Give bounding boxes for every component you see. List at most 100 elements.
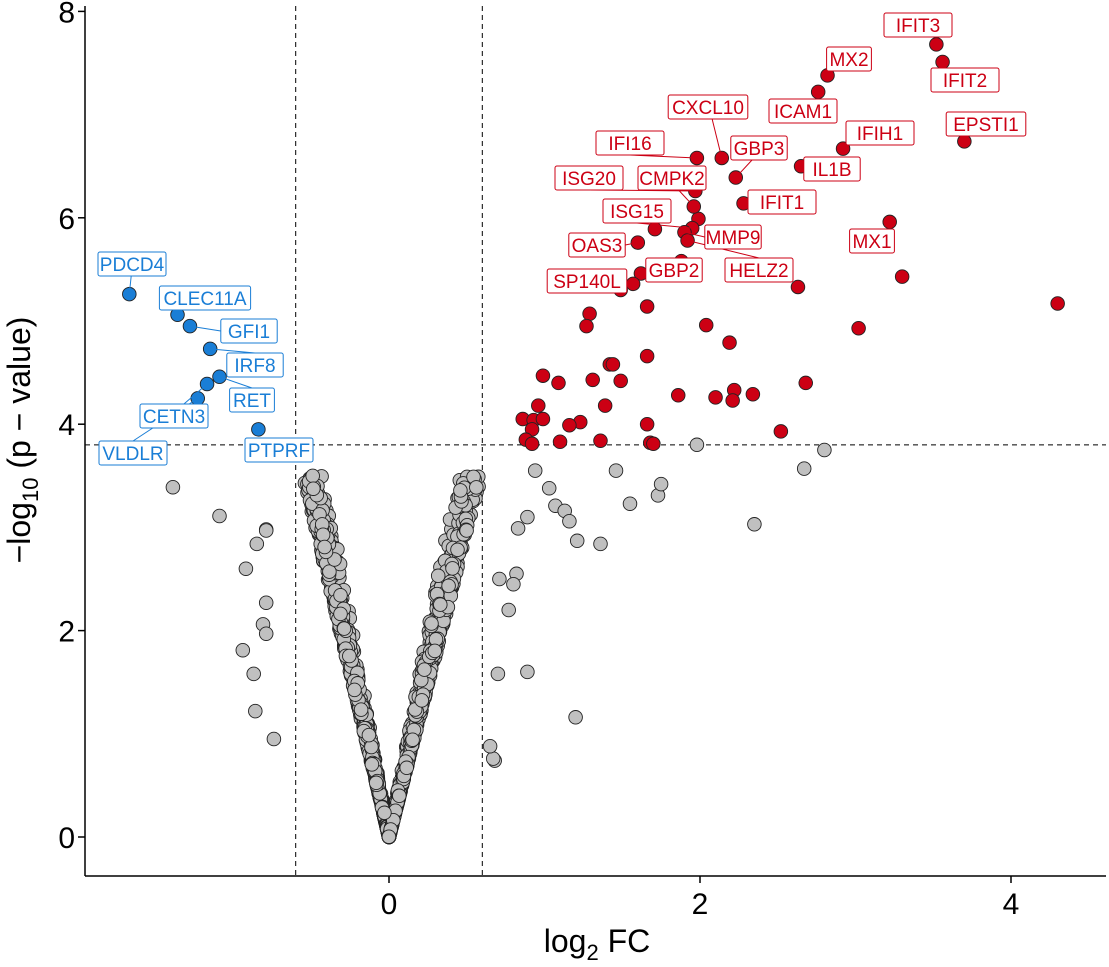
gene-label-gbp2: GBP2 xyxy=(645,257,703,283)
gene-label-text: RET xyxy=(233,391,271,412)
y-axis-title: −log10 (p − value) xyxy=(1,317,43,564)
gene-label-box xyxy=(883,12,953,38)
gene-label-text: IFIT3 xyxy=(896,16,940,37)
gene-label-box xyxy=(226,352,284,378)
up-point xyxy=(535,368,551,383)
y-tick-label: 4 xyxy=(58,409,75,442)
up-point xyxy=(639,299,655,314)
up-point xyxy=(670,388,686,403)
ns-point xyxy=(377,805,392,821)
leader-line xyxy=(636,222,693,229)
y-tick-label: 0 xyxy=(58,822,75,855)
up-point xyxy=(551,375,566,391)
gene-labels: PDCD4 CLEC11A GFI1 IRF8 RET CETN3 VLDLR PTPRF IF… xyxy=(97,12,1027,466)
ns-point xyxy=(306,481,321,496)
gene-label-text: IFIT2 xyxy=(943,71,987,92)
ns-point xyxy=(368,775,384,791)
ns-point xyxy=(165,479,181,495)
ns-point xyxy=(364,757,380,772)
gene-label-box xyxy=(220,318,278,344)
gene-label-text: GFI1 xyxy=(228,322,270,343)
gene-label-box xyxy=(930,67,1000,93)
up-point-ifih1 xyxy=(835,141,851,156)
gene-label-ptprf: PTPRF xyxy=(244,437,314,463)
ns-point xyxy=(653,476,669,492)
gene-label-box xyxy=(244,437,314,463)
gene-label-text: CMPK2 xyxy=(639,169,704,190)
up-point xyxy=(639,348,655,364)
ns-point xyxy=(689,437,705,453)
gene-label-text: OAS3 xyxy=(572,236,623,257)
gene-label-text: IL1B xyxy=(812,160,851,181)
x-tick-label: 4 xyxy=(1003,888,1020,921)
ns-point xyxy=(361,727,377,743)
ns-point xyxy=(305,468,320,484)
up-point xyxy=(605,357,621,372)
ns-point xyxy=(333,587,348,603)
gene-label-text: PDCD4 xyxy=(100,255,165,276)
ns-point xyxy=(235,642,251,658)
gene-label-text: IFIT1 xyxy=(760,193,804,214)
ns-point xyxy=(506,576,521,592)
up-point xyxy=(585,372,600,388)
leader-line xyxy=(684,231,705,238)
up-point xyxy=(851,320,866,336)
gene-label-ifit3: IFIT3 xyxy=(883,12,953,38)
up-point xyxy=(725,393,740,408)
gene-label-cxcl10: CXCL10 xyxy=(667,94,749,120)
x-tick-label: 0 xyxy=(381,888,398,921)
ns-point xyxy=(593,536,608,552)
ns-point xyxy=(405,732,420,747)
ns-point xyxy=(381,829,397,844)
ns-point xyxy=(520,664,535,680)
ns-point xyxy=(258,523,274,538)
up-point xyxy=(524,436,540,452)
gene-label-box xyxy=(704,224,762,250)
up-point xyxy=(579,318,594,334)
up-point xyxy=(698,317,714,333)
gene-label-isg20: ISG20 xyxy=(554,165,624,191)
ns-point xyxy=(469,480,484,495)
ns-point xyxy=(392,788,407,804)
up-point xyxy=(790,279,806,295)
ns-point xyxy=(747,517,762,532)
gene-label-text: IRF8 xyxy=(234,356,275,377)
up-point xyxy=(773,424,789,439)
y-axis-ticks: 0 2 4 6 8 xyxy=(58,0,85,855)
nonsignificant-points xyxy=(165,437,832,845)
gene-label-text: MMP9 xyxy=(706,228,761,249)
gene-label-sp140l: SP140L xyxy=(546,268,628,294)
ns-point xyxy=(238,561,254,576)
ns-point xyxy=(527,463,543,478)
up-point-mx1 xyxy=(882,214,897,230)
up-point xyxy=(597,398,613,413)
gene-label-box xyxy=(554,165,624,191)
gene-label-box xyxy=(97,251,167,277)
gene-label-box xyxy=(747,189,817,215)
ns-point xyxy=(399,760,414,776)
gene-label-box xyxy=(602,198,672,224)
up-point xyxy=(745,387,761,402)
ns-point xyxy=(364,739,379,755)
ns-point xyxy=(485,751,501,766)
gene-label-il1b: IL1B xyxy=(803,156,861,182)
ns-point xyxy=(492,571,507,587)
gene-label-box xyxy=(139,403,209,429)
gene-label-box xyxy=(637,165,707,191)
ns-point xyxy=(333,606,348,622)
ns-point xyxy=(450,542,465,558)
ns-point xyxy=(453,483,468,498)
ns-point xyxy=(249,536,265,552)
ns-point xyxy=(622,496,638,511)
ns-point xyxy=(317,539,332,555)
gene-label-text: VLDLR xyxy=(102,444,163,465)
ns-point xyxy=(315,527,331,542)
up-point xyxy=(639,416,655,432)
gene-label-text: GBP3 xyxy=(734,139,785,160)
ns-point xyxy=(562,513,577,529)
gene-label-box xyxy=(546,268,628,294)
gene-label-text: HELZ2 xyxy=(729,261,788,282)
gene-label-ifih1: IFIH1 xyxy=(845,120,915,146)
gene-label-box xyxy=(568,232,626,258)
